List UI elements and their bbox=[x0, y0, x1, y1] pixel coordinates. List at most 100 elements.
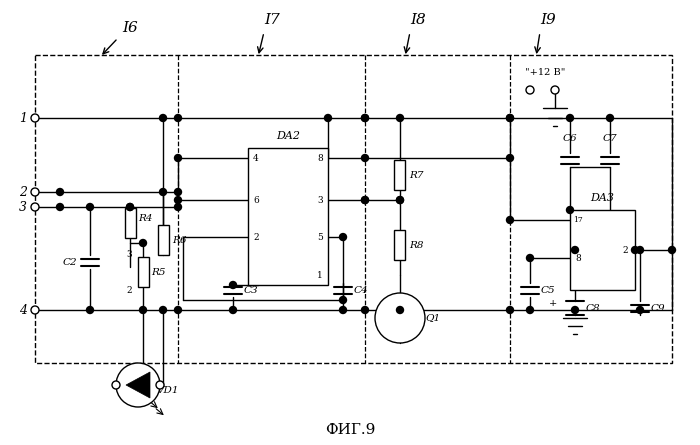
Circle shape bbox=[361, 154, 368, 162]
Text: C8: C8 bbox=[586, 303, 601, 312]
Circle shape bbox=[507, 217, 514, 223]
Circle shape bbox=[375, 293, 425, 343]
Circle shape bbox=[112, 381, 120, 389]
Circle shape bbox=[87, 307, 94, 313]
Circle shape bbox=[174, 203, 181, 210]
Circle shape bbox=[361, 114, 368, 121]
Bar bbox=[137, 257, 148, 287]
Circle shape bbox=[526, 86, 534, 94]
Circle shape bbox=[174, 114, 181, 121]
Text: C5: C5 bbox=[540, 286, 555, 295]
Circle shape bbox=[127, 203, 134, 210]
Circle shape bbox=[507, 114, 514, 121]
Text: 3: 3 bbox=[126, 250, 132, 259]
Circle shape bbox=[396, 307, 403, 313]
Text: Q1: Q1 bbox=[426, 313, 440, 323]
Text: ФИГ.9: ФИГ.9 bbox=[325, 423, 375, 437]
Bar bbox=[570, 210, 635, 290]
Circle shape bbox=[507, 154, 514, 162]
Circle shape bbox=[361, 307, 368, 313]
Circle shape bbox=[160, 114, 167, 121]
Circle shape bbox=[606, 114, 613, 121]
Text: 4: 4 bbox=[19, 303, 27, 316]
Circle shape bbox=[396, 114, 403, 121]
Text: VD1: VD1 bbox=[157, 385, 179, 395]
Circle shape bbox=[57, 203, 64, 210]
Circle shape bbox=[160, 307, 167, 313]
Text: C3: C3 bbox=[244, 286, 258, 295]
Circle shape bbox=[57, 189, 64, 195]
Circle shape bbox=[31, 114, 39, 122]
Circle shape bbox=[31, 306, 39, 314]
Circle shape bbox=[174, 189, 181, 195]
Circle shape bbox=[325, 114, 332, 121]
Circle shape bbox=[361, 114, 368, 121]
Bar bbox=[158, 225, 169, 255]
Text: I9: I9 bbox=[540, 13, 556, 27]
Text: DA3: DA3 bbox=[591, 193, 615, 203]
Text: C7: C7 bbox=[603, 134, 617, 142]
Circle shape bbox=[340, 307, 346, 313]
Circle shape bbox=[526, 307, 533, 313]
Circle shape bbox=[631, 247, 638, 254]
Circle shape bbox=[174, 154, 181, 162]
Text: I7: I7 bbox=[264, 13, 280, 27]
Circle shape bbox=[230, 307, 237, 313]
Text: DA2: DA2 bbox=[276, 131, 300, 141]
Text: 2: 2 bbox=[253, 233, 259, 242]
Circle shape bbox=[127, 203, 134, 210]
Circle shape bbox=[507, 114, 514, 121]
Text: R5: R5 bbox=[150, 267, 165, 276]
Circle shape bbox=[636, 307, 643, 313]
Circle shape bbox=[396, 197, 403, 203]
Text: C6: C6 bbox=[563, 134, 578, 142]
Text: "+12 В": "+12 В" bbox=[525, 68, 565, 77]
Circle shape bbox=[156, 381, 164, 389]
Circle shape bbox=[566, 114, 573, 121]
Circle shape bbox=[160, 189, 167, 195]
Circle shape bbox=[507, 307, 514, 313]
Circle shape bbox=[31, 188, 39, 196]
Circle shape bbox=[526, 255, 533, 262]
Text: C4: C4 bbox=[354, 286, 368, 295]
Circle shape bbox=[230, 282, 237, 288]
Text: C9: C9 bbox=[651, 303, 665, 312]
Circle shape bbox=[361, 197, 368, 203]
Text: 2: 2 bbox=[126, 286, 132, 295]
Text: 4: 4 bbox=[253, 154, 259, 162]
Bar bbox=[125, 208, 136, 238]
Text: 8: 8 bbox=[317, 154, 323, 162]
Circle shape bbox=[174, 307, 181, 313]
Circle shape bbox=[396, 197, 403, 203]
Circle shape bbox=[571, 307, 578, 313]
Text: 5: 5 bbox=[317, 233, 323, 242]
Text: R7: R7 bbox=[409, 170, 423, 179]
Text: R4: R4 bbox=[138, 214, 153, 222]
Circle shape bbox=[31, 203, 39, 211]
Text: 8: 8 bbox=[575, 254, 581, 263]
Circle shape bbox=[571, 247, 578, 254]
Text: C2: C2 bbox=[63, 258, 77, 267]
Circle shape bbox=[340, 296, 346, 303]
Bar bbox=[35, 55, 672, 363]
Circle shape bbox=[174, 197, 181, 203]
Circle shape bbox=[139, 239, 146, 247]
Text: 6: 6 bbox=[253, 195, 259, 205]
Circle shape bbox=[636, 247, 643, 254]
Text: 1: 1 bbox=[317, 271, 323, 279]
Text: I6: I6 bbox=[122, 21, 138, 35]
Text: 2: 2 bbox=[19, 186, 27, 198]
Text: 17: 17 bbox=[573, 216, 583, 224]
Circle shape bbox=[551, 86, 559, 94]
Bar bbox=[395, 230, 405, 260]
Circle shape bbox=[668, 247, 676, 254]
Text: R8: R8 bbox=[409, 240, 423, 250]
Bar bbox=[248, 148, 328, 285]
Circle shape bbox=[116, 363, 160, 407]
Circle shape bbox=[566, 206, 573, 214]
Text: 1: 1 bbox=[19, 112, 27, 125]
Circle shape bbox=[361, 197, 368, 203]
Text: R6: R6 bbox=[172, 235, 186, 244]
Text: +: + bbox=[549, 299, 557, 307]
Polygon shape bbox=[126, 372, 150, 398]
